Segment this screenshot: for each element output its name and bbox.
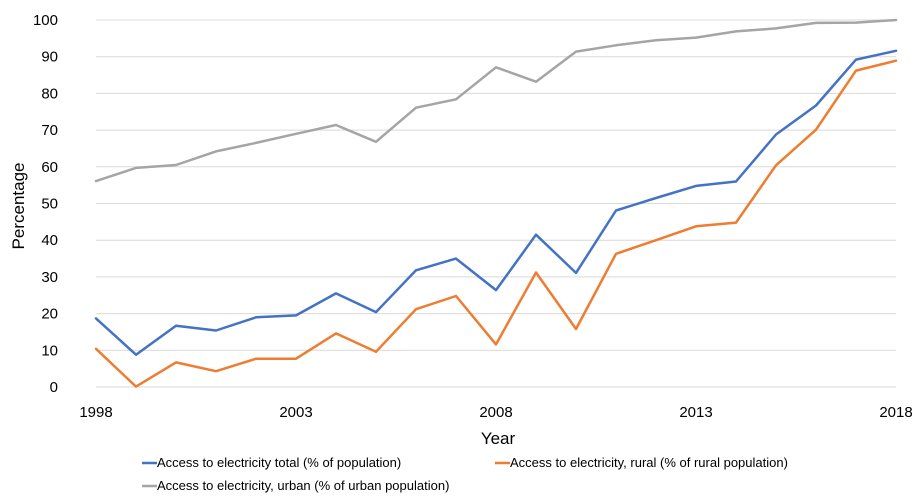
series-lines bbox=[94, 18, 898, 388]
y-tick-label: 70 bbox=[41, 122, 58, 139]
legend: Access to electricity total (% of popula… bbox=[142, 455, 788, 493]
y-tick-label: 90 bbox=[41, 49, 58, 66]
legend-label: Access to electricity total (% of popula… bbox=[157, 455, 401, 470]
y-tick-label: 40 bbox=[41, 232, 58, 249]
y-tick-label: 0 bbox=[50, 379, 58, 396]
y-tick-label: 80 bbox=[41, 85, 58, 102]
series-line-3 bbox=[94, 18, 898, 183]
x-axis-ticks: 1998 2003 2008 2013 2018 bbox=[79, 404, 912, 421]
x-tick-label: 2018 bbox=[879, 404, 912, 421]
y-tick-label: 30 bbox=[41, 269, 58, 286]
y-axis-ticks: 0 10 20 30 40 50 60 70 80 90 100 bbox=[33, 12, 58, 396]
y-tick-label: 50 bbox=[41, 196, 58, 213]
legend-label: Access to electricity, rural (% of rural… bbox=[510, 455, 788, 470]
x-tick-label: 2008 bbox=[479, 404, 512, 421]
gridlines bbox=[96, 19, 896, 351]
y-axis-title: Percentage bbox=[9, 163, 28, 250]
y-tick-label: 100 bbox=[33, 12, 58, 29]
x-tick-label: 2003 bbox=[279, 404, 312, 421]
y-tick-label: 60 bbox=[41, 159, 58, 176]
series-line-2 bbox=[94, 59, 898, 388]
x-axis-title: Year bbox=[481, 429, 516, 448]
x-tick-label: 2013 bbox=[679, 404, 712, 421]
y-tick-label: 10 bbox=[41, 342, 58, 359]
series-line-1 bbox=[94, 49, 898, 356]
legend-label: Access to electricity, urban (% of urban… bbox=[157, 478, 449, 493]
x-tick-label: 1998 bbox=[79, 404, 112, 421]
y-tick-label: 20 bbox=[41, 306, 58, 323]
